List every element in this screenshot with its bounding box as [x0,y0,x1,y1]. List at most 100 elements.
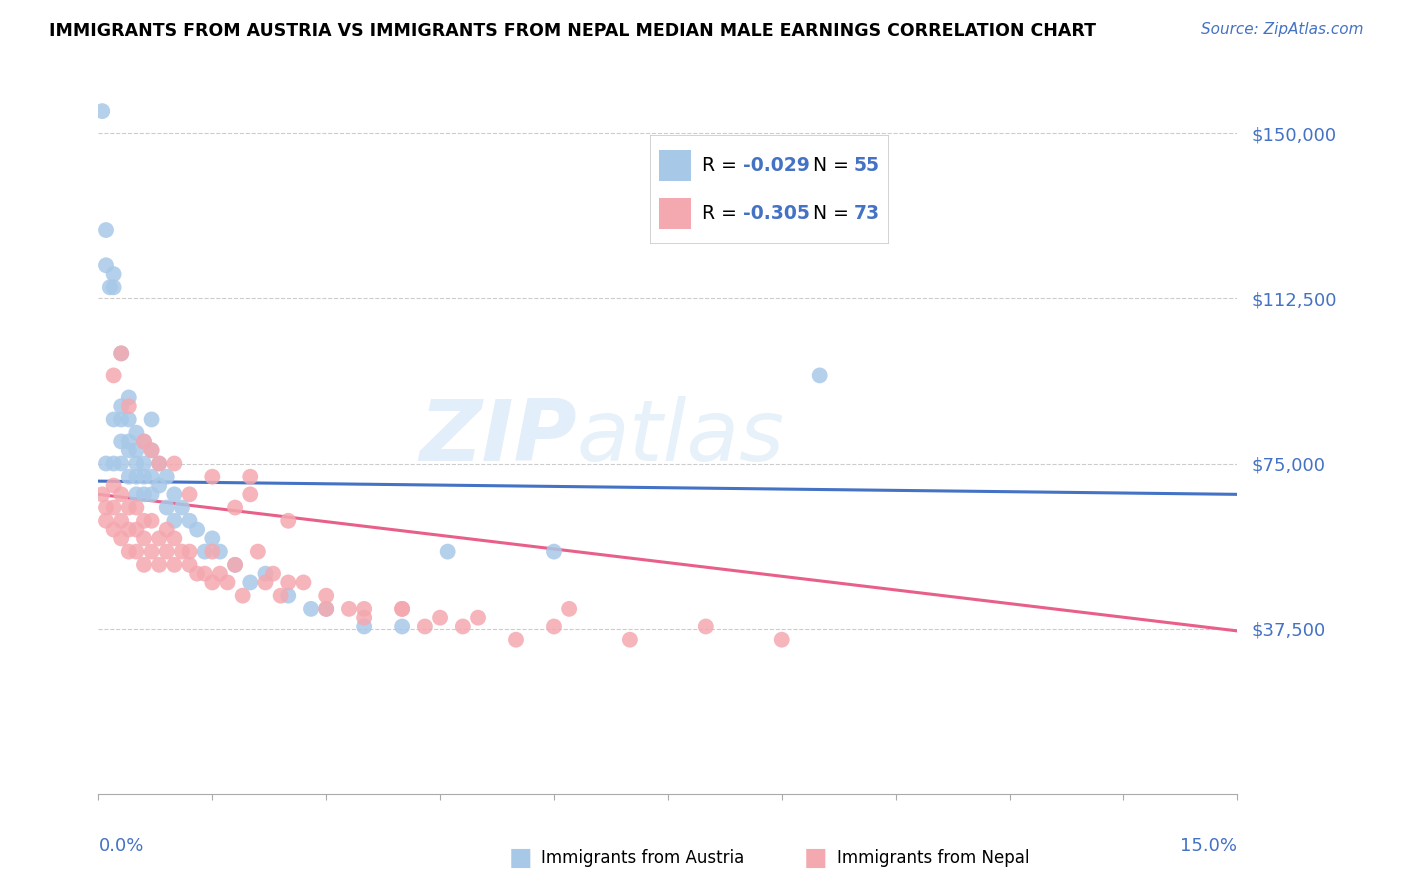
Point [103,368,125,383]
Point [163,532,186,546]
Point [118,434,141,449]
Point [125,425,148,440]
Text: Source: ZipAtlas.com: Source: ZipAtlas.com [1201,22,1364,37]
Point [125,544,148,558]
Point [141,443,163,458]
Point [141,412,163,426]
Point [179,558,201,572]
Point [94,500,117,515]
Point [103,523,125,537]
Point [217,575,239,590]
Point [125,457,148,471]
Point [125,469,148,483]
Point [254,566,277,581]
Point [695,619,717,633]
Text: Immigrants from Nepal: Immigrants from Nepal [837,849,1029,867]
Text: 15.0%: 15.0% [1180,837,1237,855]
Point [391,619,413,633]
Point [239,575,262,590]
Point [277,575,299,590]
Point [110,434,132,449]
Text: N =: N = [813,204,855,223]
Point [91,104,114,119]
Text: ■: ■ [804,847,827,870]
Point [201,544,224,558]
Text: atlas: atlas [576,395,785,479]
FancyBboxPatch shape [659,198,690,229]
Point [118,399,141,413]
FancyBboxPatch shape [650,135,890,244]
Point [110,346,132,360]
Point [94,258,117,272]
Point [94,223,117,237]
Point [254,575,277,590]
Point [118,500,141,515]
Point [103,500,125,515]
Point [163,558,186,572]
Point [148,558,170,572]
Point [132,469,155,483]
Point [110,532,132,546]
Point [118,443,141,458]
Point [239,487,262,501]
Point [132,514,155,528]
Point [270,589,292,603]
Point [148,532,170,546]
Point [413,619,436,633]
Point [132,487,155,501]
Text: -0.305: -0.305 [744,204,810,223]
Point [770,632,793,647]
Point [315,589,337,603]
Text: Immigrants from Austria: Immigrants from Austria [541,849,745,867]
Point [103,478,125,492]
Point [103,457,125,471]
Point [505,632,527,647]
Point [132,558,155,572]
Point [201,469,224,483]
Point [156,544,179,558]
Point [232,589,254,603]
Point [141,514,163,528]
Point [391,602,413,616]
Point [353,619,375,633]
Text: 55: 55 [853,156,880,175]
Point [224,558,246,572]
Point [118,412,141,426]
Point [141,469,163,483]
Point [224,558,246,572]
Text: N =: N = [813,156,855,175]
Text: IMMIGRANTS FROM AUSTRIA VS IMMIGRANTS FROM NEPAL MEDIAN MALE EARNINGS CORRELATIO: IMMIGRANTS FROM AUSTRIA VS IMMIGRANTS FR… [49,22,1097,40]
Point [224,500,246,515]
Point [94,514,117,528]
Point [110,346,132,360]
Point [543,619,565,633]
Point [353,602,375,616]
Point [132,434,155,449]
Point [353,610,375,624]
Point [315,602,337,616]
Point [103,267,125,281]
Text: -0.029: -0.029 [744,156,810,175]
Point [619,632,641,647]
Point [132,434,155,449]
Point [118,469,141,483]
Point [148,478,170,492]
Point [299,602,322,616]
Point [436,544,458,558]
Point [179,487,201,501]
Point [201,532,224,546]
Point [148,457,170,471]
Point [262,566,284,581]
Point [110,399,132,413]
Point [91,487,114,501]
FancyBboxPatch shape [659,150,690,181]
Point [179,544,201,558]
Point [110,457,132,471]
Point [141,487,163,501]
Point [132,532,155,546]
Point [163,457,186,471]
Point [170,544,193,558]
Point [118,523,141,537]
Point [132,457,155,471]
Point [103,412,125,426]
